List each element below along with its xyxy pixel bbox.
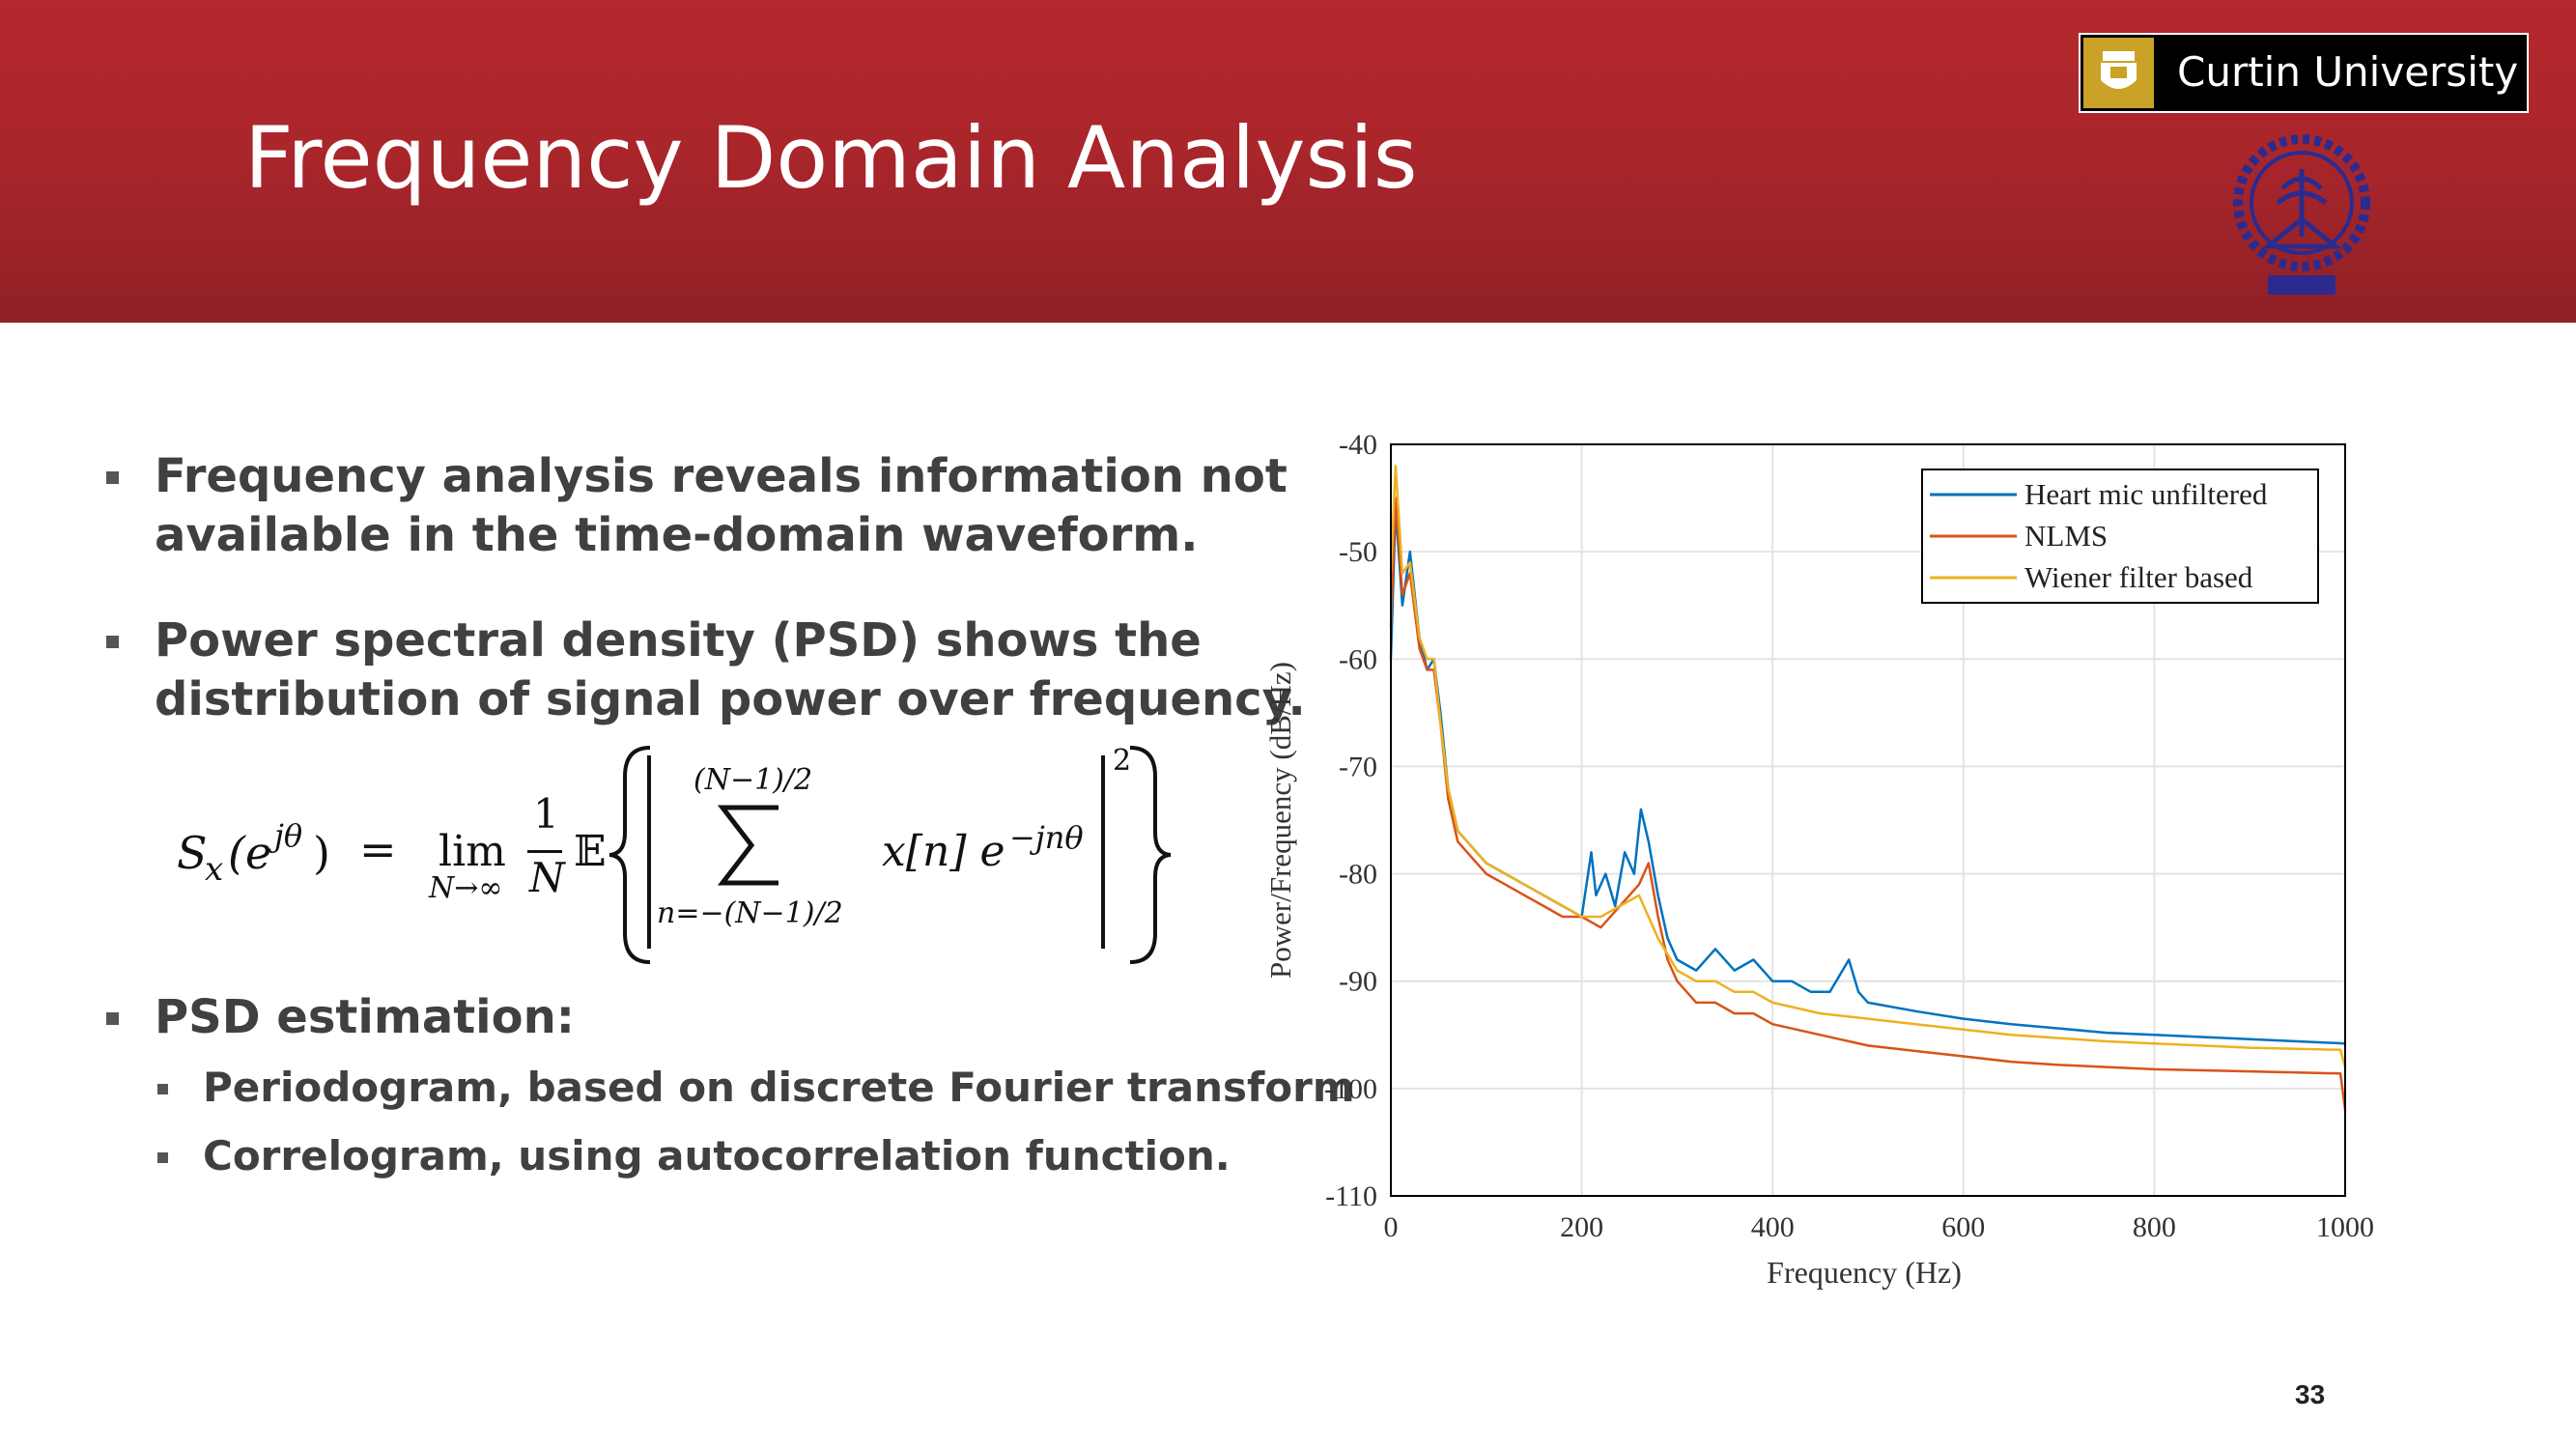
legend-label: Heart mic unfiltered (2024, 477, 2268, 511)
psd-chart: 0 200 400 600 800 1000 -40 -50 -60 -70 -80 -90 -100 -… (1263, 429, 2374, 1290)
legend-label: Wiener filter based (2024, 560, 2253, 594)
eq-equals: = (359, 823, 397, 875)
eq-power: 2 (1113, 744, 1132, 778)
y-tick-label: -50 (1339, 536, 1377, 568)
legend-label: NLMS (2024, 519, 2108, 553)
eq-abs-right (1101, 755, 1105, 949)
x-tick-label: 0 (1384, 1211, 1399, 1243)
bullet-2-line-2: distribution of signal power over freque… (155, 672, 1306, 726)
series-line-2 (1389, 464, 2347, 1067)
x-tick-label: 1000 (2316, 1211, 2374, 1243)
y-tick-label: -40 (1339, 429, 1377, 461)
chart-legend: Heart mic unfiltered NLMS Wiener filter ba… (1921, 469, 2319, 604)
title-banner: Frequency Domain Analysis Curtin Univers… (0, 0, 2576, 323)
x-tick-label: 800 (2133, 1211, 2176, 1243)
curtin-shield-icon (2083, 38, 2154, 108)
eq-frac-bar (527, 850, 562, 853)
bullet-marker (106, 1012, 119, 1025)
eq-frac-den: N (529, 854, 565, 901)
y-tick-label: -90 (1339, 966, 1377, 998)
bullet-marker (106, 636, 119, 648)
eq-lim-subscript: N→∞ (429, 871, 503, 905)
bullet-1-line-2: available in the time-domain waveform. (155, 508, 1199, 562)
eq-abs-left (647, 755, 651, 949)
eq-lim: lim (439, 827, 506, 876)
y-tick-label: -80 (1339, 859, 1377, 891)
eq-arg-superscript: jθ (274, 817, 303, 854)
y-tick-label: -70 (1339, 751, 1377, 782)
eq-sum-upper: (N−1)/2 (694, 763, 813, 797)
x-tick-label: 400 (1751, 1211, 1795, 1243)
eq-sigma (717, 805, 778, 886)
sub-bullet-1: Periodogram, based on discrete Fourier t… (203, 1064, 1355, 1111)
curtin-logo: Curtin University (2079, 33, 2529, 113)
eq-left-brace (609, 746, 651, 964)
institute-emblem-icon (2233, 134, 2370, 295)
plot-frame (1390, 443, 2346, 1197)
slide-title: Frequency Domain Analysis (244, 108, 1418, 208)
eq-S: S (177, 827, 208, 879)
y-tick-label: -100 (1324, 1073, 1377, 1105)
eq-term: x[n] e (882, 827, 1005, 876)
x-axis-label: Frequency (Hz) (1767, 1255, 1962, 1290)
eq-frac-num: 1 (533, 790, 559, 838)
chart-ticks: 0 200 400 600 800 1000 -40 -50 -60 -70 -80 -90 -100 -… (1324, 429, 2374, 1243)
sub-bullet-2: Correlogram, using autocorrelation funct… (203, 1132, 1231, 1179)
y-tick-label: -110 (1325, 1180, 1377, 1212)
eq-sum-lower: n=−(N−1)/2 (657, 896, 843, 930)
sub-bullet-marker (157, 1084, 168, 1094)
x-tick-label: 200 (1560, 1211, 1603, 1243)
sub-bullet-marker (157, 1152, 168, 1163)
logo-text: Curtin University (2177, 48, 2519, 96)
bullet-3-line-1: PSD estimation: (155, 990, 575, 1044)
eq-right-brace (1129, 746, 1172, 964)
eq-term-superscript: −jnθ (1009, 819, 1084, 856)
y-tick-label: -60 (1339, 643, 1377, 675)
eq-arg-close: ) (313, 827, 330, 879)
eq-expectation: 𝔼 (574, 827, 607, 876)
bullet-2-line-1: Power spectral density (PSD) shows the (155, 613, 1202, 668)
y-axis-label: Power/Frequency (dB/Hz) (1263, 662, 1297, 979)
x-tick-label: 600 (1941, 1211, 1985, 1243)
chart-series (1389, 464, 2347, 1111)
eq-arg-open: (e (228, 827, 272, 879)
eq-subscript: x (205, 850, 224, 889)
bullet-marker (106, 471, 119, 484)
page-number: 33 (2295, 1379, 2326, 1409)
bullet-1-line-1: Frequency analysis reveals information n… (155, 449, 1288, 503)
